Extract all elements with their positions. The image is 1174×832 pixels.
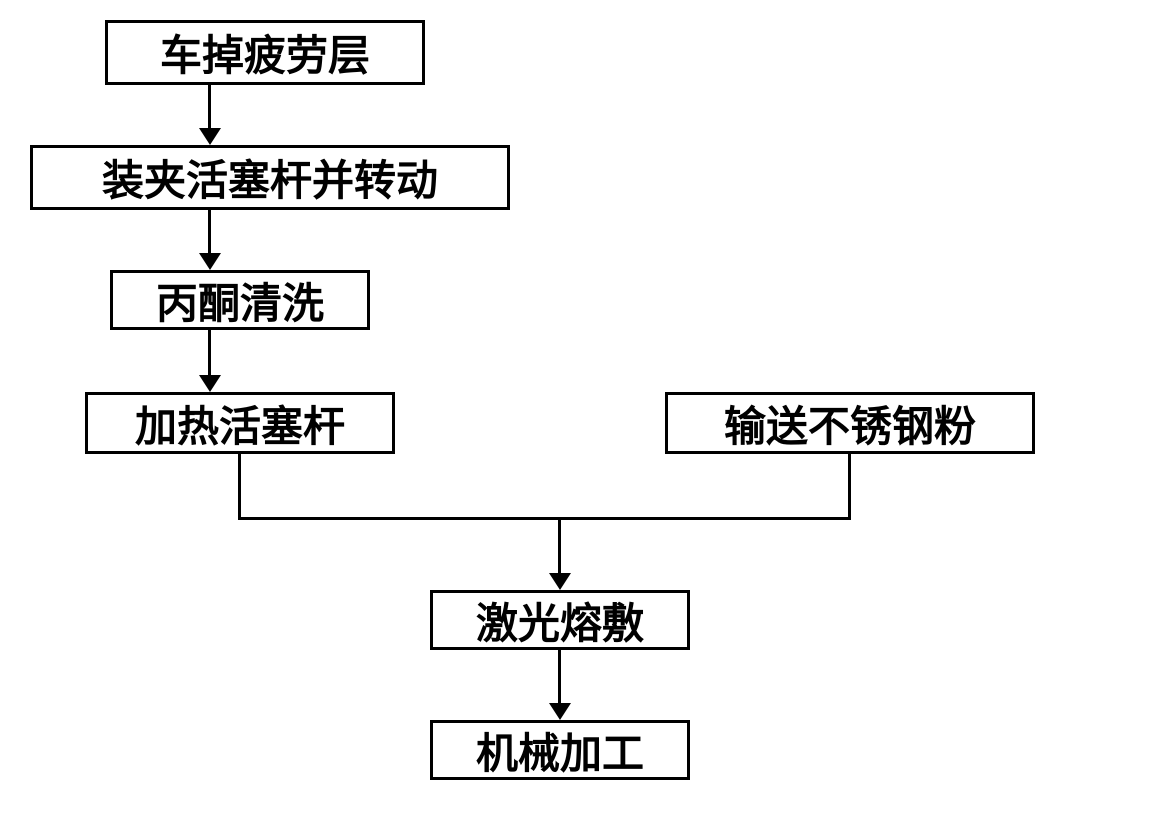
node-label: 丙酮清洗 <box>156 270 324 331</box>
arrow-1-2-head <box>199 128 221 145</box>
elbow-left-vertical <box>238 454 241 520</box>
arrow-1-2-line <box>208 85 211 130</box>
arrow-3-4-line <box>208 330 211 377</box>
elbow-right-vertical <box>848 454 851 520</box>
flowchart-node-4: 加热活塞杆 <box>85 392 395 454</box>
flowchart-node-1: 车掉疲劳层 <box>105 20 425 85</box>
flowchart-node-3: 丙酮清洗 <box>110 270 370 330</box>
flowchart-node-5: 输送不锈钢粉 <box>665 392 1035 454</box>
node-label: 激光熔敷 <box>476 590 644 651</box>
node-label: 加热活塞杆 <box>135 393 345 454</box>
flowchart-node-2: 装夹活塞杆并转动 <box>30 145 510 210</box>
arrow-3-4-head <box>199 375 221 392</box>
elbow-horizontal <box>238 517 851 520</box>
node-label: 机械加工 <box>476 720 644 781</box>
arrow-elbow-head <box>549 573 571 590</box>
arrow-2-3-head <box>199 253 221 270</box>
node-label: 输送不锈钢粉 <box>724 393 976 454</box>
arrow-2-3-line <box>208 210 211 255</box>
elbow-center-vertical <box>558 517 561 575</box>
arrow-6-7-line <box>558 650 561 705</box>
arrow-6-7-head <box>549 703 571 720</box>
flowchart-node-6: 激光熔敷 <box>430 590 690 650</box>
node-label: 车掉疲劳层 <box>160 22 370 83</box>
node-label: 装夹活塞杆并转动 <box>102 147 438 208</box>
flowchart-node-7: 机械加工 <box>430 720 690 780</box>
